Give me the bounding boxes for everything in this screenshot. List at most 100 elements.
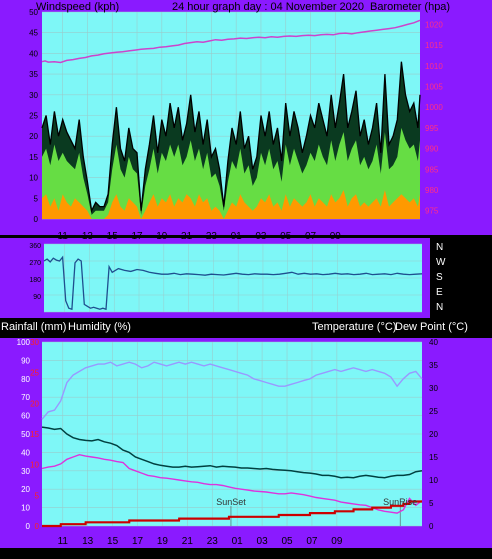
axis-labels: 0510152025303540455097598098599099510001… <box>17 8 446 547</box>
baro-tick-label: 990 <box>425 145 439 154</box>
humidity-tick-label: 60 <box>21 412 30 421</box>
humidity-line <box>41 361 423 420</box>
baro-tick-label: 1000 <box>425 103 443 112</box>
baro-tick-label: 1005 <box>425 83 443 92</box>
humidity-tick-label: 20 <box>21 485 30 494</box>
label-rainfall: Rainfall (mm) <box>1 321 66 333</box>
wind-tick-label: 15 <box>29 153 38 162</box>
humidity-tick-label: 0 <box>26 522 31 531</box>
annotation-label: SunSet <box>216 497 246 507</box>
wind-tick-label: 40 <box>29 49 38 58</box>
humidity-tick-label: 30 <box>21 467 30 476</box>
wind-time-label: 19 <box>156 231 168 242</box>
compass-label: N <box>436 302 443 313</box>
direction-grid <box>44 243 422 313</box>
wind-tick-label: 35 <box>29 70 38 79</box>
wind-time-label: 21 <box>181 231 193 242</box>
baro-tick-label: 995 <box>425 124 439 133</box>
temp-tick-label: 35 <box>429 361 438 370</box>
compass-label: E <box>436 287 443 298</box>
wind-time-label: 11 <box>57 231 68 242</box>
baro-tick-label: 1010 <box>425 62 443 71</box>
humidity-tick-label: 100 <box>17 338 31 347</box>
temp-time-label: 17 <box>132 536 144 547</box>
temp-time-label: 09 <box>331 536 343 547</box>
wind-time-label: 03 <box>255 231 267 242</box>
wind-tick-label: 30 <box>29 91 38 100</box>
direction-series <box>43 255 423 311</box>
wind-tick-label: 25 <box>29 112 38 121</box>
temp-tick-label: 5 <box>429 499 434 508</box>
temp-time-label: 13 <box>82 536 94 547</box>
compass-label: W <box>436 257 446 268</box>
label-humidity: Humidity (%) <box>68 321 131 333</box>
rain-tick-label: 10 <box>30 461 39 470</box>
rain-tick-label: 5 <box>35 491 40 500</box>
header-barometer: Barometer (hpa) <box>370 1 450 13</box>
wind-time-label: 09 <box>330 231 342 242</box>
barometer-line <box>41 19 421 64</box>
wind-time-label: 23 <box>206 231 218 242</box>
baro-tick-label: 975 <box>425 207 439 216</box>
dir-deg-label: 360 <box>29 243 41 250</box>
rain-tick-label: 0 <box>35 522 40 531</box>
humidity-tick-label: 40 <box>21 448 30 457</box>
temp-grid <box>42 341 422 527</box>
temp-time-label: 03 <box>257 536 269 547</box>
temp-time-label: 23 <box>207 536 219 547</box>
temp-tick-label: 15 <box>429 453 438 462</box>
annotation-label: SunRise <box>383 497 417 507</box>
baro-tick-label: 985 <box>425 165 439 174</box>
header-date: 24 hour graph day : 04 November 2020 <box>172 1 364 13</box>
dewpoint-line <box>41 453 423 514</box>
temp-time-label: 11 <box>58 536 69 547</box>
wind-lull-area <box>42 190 420 219</box>
rain-tick-label: 20 <box>30 399 39 408</box>
temp-tick-label: 40 <box>429 338 438 347</box>
wind-series <box>41 19 421 220</box>
temp-time-label: 21 <box>182 536 194 547</box>
rain-tick-label: 25 <box>30 369 39 378</box>
temp-tick-label: 20 <box>429 430 438 439</box>
wind-time-label: 15 <box>107 231 119 242</box>
dir-deg-label: 270 <box>29 260 41 267</box>
wind-average-area <box>42 127 420 219</box>
compass-label: N <box>436 242 443 253</box>
wind-tick-label: 5 <box>34 194 39 203</box>
rain-tick-label: 30 <box>30 338 39 347</box>
temp-tick-label: 0 <box>429 522 434 531</box>
temp-time-label: 07 <box>306 536 318 547</box>
wind-time-label: 07 <box>305 231 317 242</box>
dir-deg-label: 90 <box>33 294 41 301</box>
wind-gust-line <box>41 61 421 213</box>
wind-tick-label: 20 <box>29 132 38 141</box>
wind-tick-label: 10 <box>29 174 38 183</box>
wind-time-label: 17 <box>131 231 143 242</box>
wind-time-label: 01 <box>231 231 243 242</box>
header-windspeed: Windspeed (kph) <box>36 1 119 13</box>
wind-time-label: 05 <box>280 231 292 242</box>
compass-label: S <box>436 272 443 283</box>
baro-tick-label: 1015 <box>425 41 443 50</box>
humidity-tick-label: 10 <box>21 504 30 513</box>
humidity-tick-label: 50 <box>21 430 30 439</box>
temp-time-label: 15 <box>107 536 119 547</box>
temp-time-label: 19 <box>157 536 169 547</box>
temp-tick-label: 25 <box>429 407 438 416</box>
humidity-tick-label: 90 <box>21 356 30 365</box>
baro-tick-label: 1020 <box>425 20 443 29</box>
temp-tick-label: 30 <box>429 384 438 393</box>
label-temperature: Temperature (°C) <box>312 321 396 333</box>
temperature-line <box>41 426 423 479</box>
baro-tick-label: 980 <box>425 186 439 195</box>
wind-direction-line <box>43 255 423 311</box>
wind-tick-label: 45 <box>29 29 38 38</box>
rain-tick-label: 15 <box>30 430 39 439</box>
wind-tick-label: 50 <box>29 8 38 17</box>
label-dewpoint: Dew Point (°C) <box>395 321 468 333</box>
wind-tick-label: 0 <box>34 215 39 224</box>
dir-deg-label: 180 <box>29 277 41 284</box>
temp-series <box>41 361 423 528</box>
